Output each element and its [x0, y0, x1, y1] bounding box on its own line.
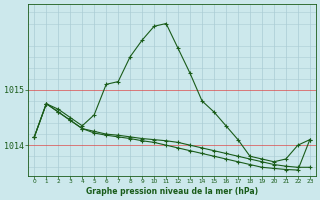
X-axis label: Graphe pression niveau de la mer (hPa): Graphe pression niveau de la mer (hPa)	[86, 187, 258, 196]
